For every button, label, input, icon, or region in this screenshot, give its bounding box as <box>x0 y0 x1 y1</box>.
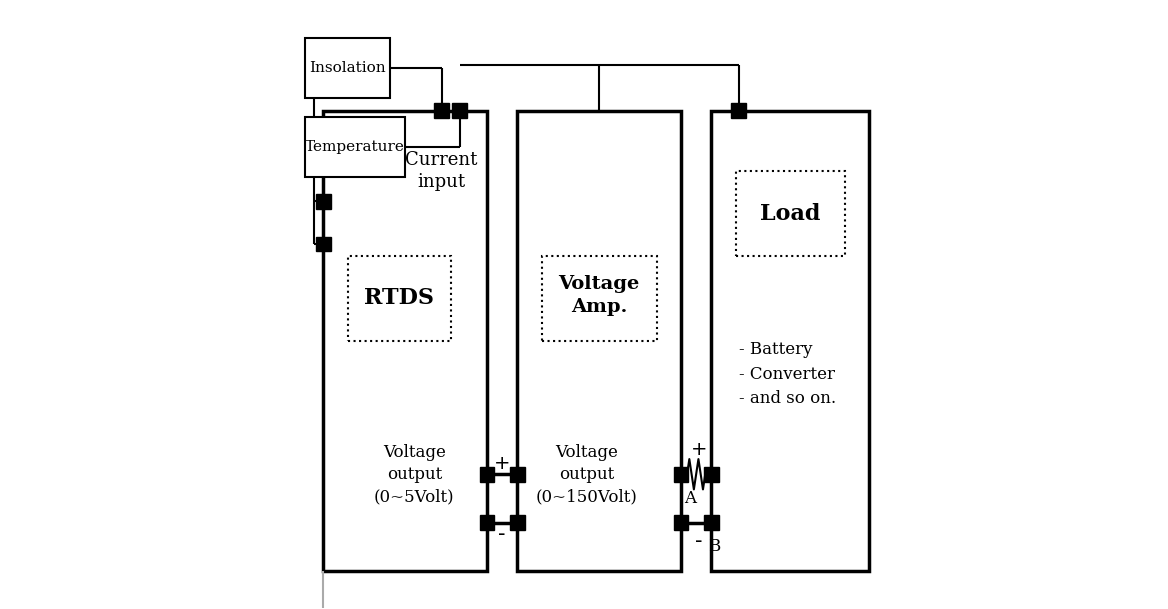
Text: - Battery
- Converter
- and so on.: - Battery - Converter - and so on. <box>738 341 836 407</box>
Bar <box>711 110 869 571</box>
Text: Current
input: Current input <box>405 151 478 191</box>
Text: Insolation: Insolation <box>310 61 385 75</box>
Bar <box>704 467 718 482</box>
Bar <box>434 104 449 118</box>
Bar <box>452 104 467 118</box>
Bar <box>480 467 494 482</box>
Bar <box>305 38 390 99</box>
Bar <box>704 515 718 530</box>
Text: B: B <box>708 538 721 555</box>
Text: -: - <box>695 531 703 551</box>
Bar <box>731 104 746 118</box>
Bar <box>517 110 681 571</box>
Text: A: A <box>684 490 696 507</box>
Bar <box>305 116 405 177</box>
Bar <box>542 256 656 341</box>
Bar <box>736 171 844 256</box>
Bar <box>324 110 487 571</box>
Text: Voltage
output
(0~150Volt): Voltage output (0~150Volt) <box>536 443 638 505</box>
Bar <box>510 515 524 530</box>
Text: +: + <box>691 440 708 460</box>
Bar <box>480 515 494 530</box>
Bar <box>317 237 331 251</box>
Text: Voltage
output
(0~5Volt): Voltage output (0~5Volt) <box>374 443 454 505</box>
Bar <box>348 256 451 341</box>
Bar <box>510 467 524 482</box>
Text: +: + <box>494 454 510 473</box>
Text: -: - <box>499 524 506 544</box>
Bar <box>674 467 688 482</box>
Text: Temperature: Temperature <box>305 140 405 154</box>
Text: Voltage
Amp.: Voltage Amp. <box>558 275 640 315</box>
Text: RTDS: RTDS <box>364 287 434 309</box>
Bar <box>674 515 688 530</box>
Text: Load: Load <box>760 203 820 225</box>
Bar <box>317 194 331 209</box>
